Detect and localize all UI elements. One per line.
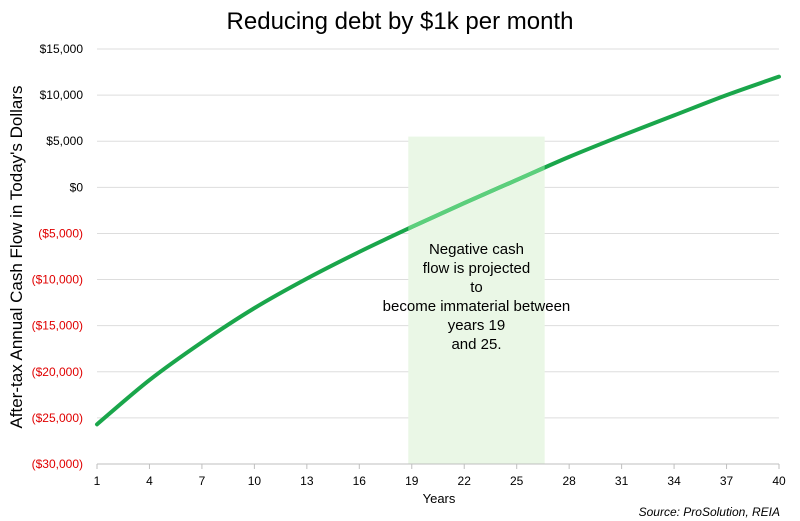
y-tick-label: $10,000: [40, 88, 84, 102]
highlight-band: [408, 136, 545, 464]
annotation-line: years 19: [448, 317, 506, 334]
x-tick-label: 31: [615, 474, 629, 488]
y-tick-label: $5,000: [46, 134, 83, 148]
annotation-line: to: [470, 279, 483, 296]
annotation-line: flow is projected: [423, 260, 531, 277]
y-tick-label: $15,000: [40, 42, 84, 56]
x-tick-label: 22: [458, 474, 472, 488]
series-layer: [95, 74, 781, 427]
axis-layer: $15,000 $10,000 $5,000 $0 ($5,000) ($10,000) (…: [32, 42, 786, 488]
source-note: Source: ProSolution, REIA: [639, 505, 780, 519]
y-tick-label: ($5,000): [38, 226, 83, 240]
chart-title: Reducing debt by $1k per month: [227, 8, 574, 35]
annotation-line: Negative cash: [429, 241, 524, 258]
x-tick-label: 19: [405, 474, 419, 488]
y-tick-label: ($15,000): [32, 319, 83, 333]
annotation-line: and 25.: [451, 336, 501, 353]
x-tick-label: 28: [562, 474, 576, 488]
x-tick-label: 1: [94, 474, 101, 488]
highlight-annotation: Negative cash flow is projected to become i…: [383, 241, 571, 353]
highlight-layer: [408, 136, 545, 464]
x-tick-label: 13: [300, 474, 314, 488]
x-tick-label: 37: [720, 474, 734, 488]
annotation-line: become immaterial between: [383, 298, 571, 315]
y-tick-label: $0: [70, 180, 84, 194]
y-axis-label: After-tax Annual Cash Flow in Today's Do…: [7, 85, 26, 428]
x-tick-label: 16: [353, 474, 367, 488]
x-tick-label: 34: [667, 474, 681, 488]
series-line-highlighted: [408, 165, 545, 231]
x-axis-label: Years: [423, 491, 456, 506]
y-tick-label: ($20,000): [32, 365, 83, 379]
y-tick-label: ($10,000): [32, 273, 83, 287]
x-tick-label: 40: [772, 474, 786, 488]
y-tick-label: ($25,000): [32, 411, 83, 425]
x-tick-label: 4: [146, 474, 153, 488]
y-tick-label: ($30,000): [32, 457, 83, 471]
x-tick-label: 7: [199, 474, 206, 488]
x-tick-label: 25: [510, 474, 524, 488]
x-tick-label: 10: [248, 474, 262, 488]
